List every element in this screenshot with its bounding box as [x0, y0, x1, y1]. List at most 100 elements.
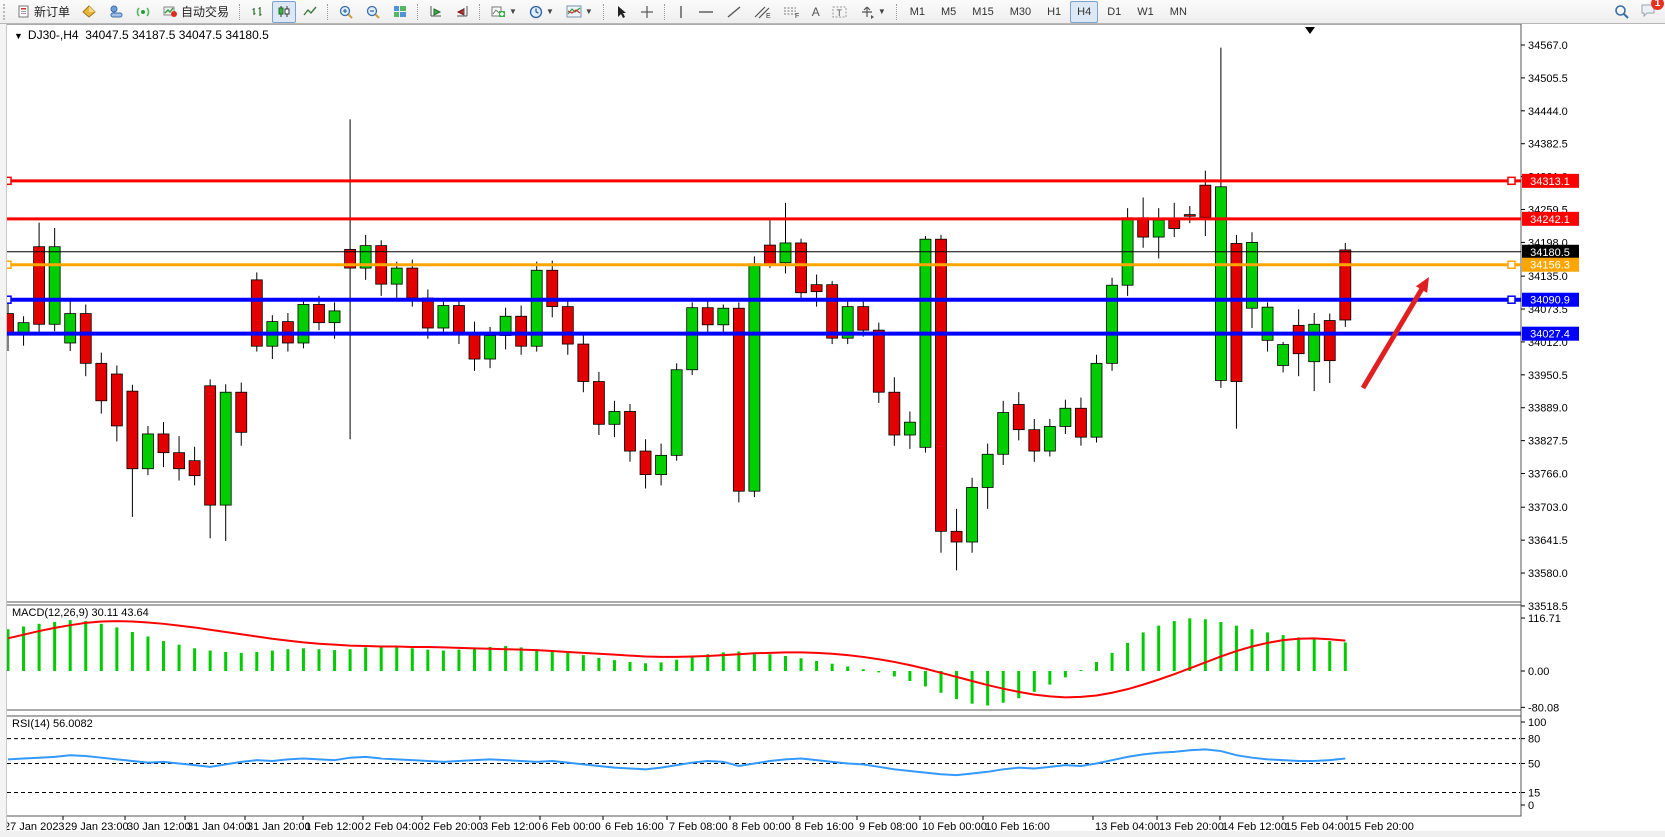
- notification-badge: 1: [1651, 0, 1664, 10]
- hline-handle-right[interactable]: [1507, 295, 1516, 304]
- trendline-button[interactable]: [721, 1, 747, 23]
- data-window-button[interactable]: [104, 1, 129, 23]
- trend-arrow-annotation[interactable]: [1360, 277, 1429, 390]
- shapes-dropdown[interactable]: ▼: [855, 1, 891, 23]
- arrow-head[interactable]: [1415, 277, 1429, 293]
- zoom-in-button[interactable]: [334, 1, 359, 23]
- macd-hist-bar: [1017, 671, 1021, 699]
- candle-body: [79, 313, 92, 364]
- horizontal-line-button[interactable]: [693, 1, 719, 23]
- arrow-shaft[interactable]: [1360, 285, 1426, 390]
- time-tick-label: 10 Feb 00:00: [922, 821, 987, 833]
- bar-chart-button[interactable]: [246, 1, 270, 23]
- tf-d1-button[interactable]: D1: [1100, 1, 1128, 23]
- candle-body: [1075, 407, 1087, 438]
- text-label-button[interactable]: T: [827, 1, 853, 23]
- signal-icon: [136, 5, 151, 18]
- line-chart-button[interactable]: [298, 1, 322, 23]
- chat-button[interactable]: 1: [1640, 0, 1664, 21]
- chart-shift-button[interactable]: [450, 1, 474, 23]
- macd-hist-bar: [364, 647, 368, 671]
- macd-hist-bar: [301, 648, 305, 671]
- chart-shift-marker[interactable]: [1305, 27, 1315, 34]
- tile-windows-button[interactable]: [388, 1, 412, 23]
- tf-m1-button[interactable]: M1: [903, 1, 932, 23]
- hline-handle-right[interactable]: [1507, 176, 1516, 186]
- hline-34313.1[interactable]: 34313.1: [3, 173, 1579, 188]
- candle-body: [437, 305, 450, 329]
- periods-dropdown[interactable]: ▼: [524, 1, 559, 23]
- new-chart-icon: [491, 5, 506, 18]
- price-tick-label: 33580.0: [1528, 568, 1568, 580]
- collapse-triangle-icon: ▼: [14, 31, 23, 41]
- candle-body: [857, 306, 870, 331]
- candle-body: [219, 391, 232, 506]
- indicators-dropdown[interactable]: ▼: [561, 1, 598, 23]
- equidistant-channel-button[interactable]: E: [749, 1, 776, 23]
- candle-body: [872, 329, 885, 393]
- hline-34242.1[interactable]: 34242.1: [6, 211, 1579, 226]
- macd-indicator-label: MACD(12,26,9) 30.11 43.64: [12, 607, 149, 619]
- candle-body: [297, 304, 310, 344]
- tf-w1-button[interactable]: W1: [1130, 1, 1161, 23]
- price-label-text: 34180.5: [1530, 247, 1570, 259]
- macd-hist-bar: [799, 658, 803, 671]
- candle-body: [1028, 429, 1041, 452]
- hline-34090.9[interactable]: 34090.9: [3, 292, 1579, 307]
- quotes-button[interactable]: [77, 1, 102, 23]
- macd-hist-bar: [488, 646, 492, 671]
- price-label-box: [1522, 211, 1579, 226]
- hline-34027.4[interactable]: 34027.4: [6, 326, 1579, 341]
- macd-hist-bar: [1188, 618, 1192, 671]
- candle-body: [173, 452, 185, 470]
- price-tick-label: 33766.0: [1528, 469, 1568, 481]
- tf-m5-button[interactable]: M5: [934, 1, 963, 23]
- tf-mn-button[interactable]: MN: [1163, 1, 1194, 23]
- macd-hist-bar: [612, 660, 616, 671]
- price-tick-label: 33703.0: [1528, 502, 1568, 514]
- cursor-button[interactable]: [610, 1, 633, 23]
- vertical-line-button[interactable]: [671, 1, 691, 23]
- toolbar-grip[interactable]: [3, 3, 9, 20]
- search-icon[interactable]: [1614, 4, 1630, 20]
- chart-title[interactable]: ▼ DJ30-,H4 34047.5 34187.5 34047.5 34180.…: [14, 28, 269, 42]
- candle-body: [48, 246, 61, 325]
- hline-34156.3[interactable]: 34156.3: [3, 257, 1579, 272]
- macd-hist-bar: [659, 662, 663, 671]
- equidistant-channel-icon: E: [754, 5, 771, 20]
- time-tick-label: 8 Feb 16:00: [795, 821, 854, 833]
- trendline-icon: [726, 5, 742, 19]
- candle-body: [1215, 186, 1227, 381]
- tf-h1-button[interactable]: H1: [1040, 1, 1068, 23]
- macd-hist-bar: [1203, 619, 1207, 671]
- rsi-tick-label: 0: [1528, 800, 1534, 812]
- candle-body: [359, 245, 372, 269]
- zoom-out-button[interactable]: [361, 1, 386, 23]
- fibonacci-button[interactable]: F: [778, 1, 805, 23]
- autotrade-button[interactable]: 自动交易: [158, 1, 234, 23]
- separator: [602, 3, 605, 20]
- crosshair-button[interactable]: [635, 1, 659, 23]
- new-order-button[interactable]: 新订单: [13, 1, 75, 23]
- text-button[interactable]: A: [807, 1, 825, 23]
- candle-body: [344, 248, 357, 269]
- auto-scroll-button[interactable]: [424, 1, 448, 23]
- hline-34180.5[interactable]: 34180.5: [6, 244, 1579, 259]
- candlestick-chart-button[interactable]: [272, 0, 297, 23]
- time-tick-label: 6 Feb 16:00: [605, 821, 664, 833]
- rsi-tick-label: 80: [1528, 734, 1540, 746]
- new-chart-dropdown[interactable]: ▼: [486, 1, 522, 23]
- price-tick-label: 34567.0: [1528, 40, 1568, 52]
- tf-label: H4: [1077, 5, 1092, 18]
- price-label-box: [1522, 257, 1579, 272]
- navigator-button[interactable]: [131, 1, 156, 23]
- macd-hist-bar: [224, 651, 228, 671]
- tf-m30-button[interactable]: M30: [1003, 1, 1038, 23]
- hline-handle-right[interactable]: [1507, 260, 1516, 269]
- tf-h4-button[interactable]: H4: [1070, 0, 1099, 23]
- macd-hist-bar: [333, 650, 337, 671]
- data-window-icon: [109, 5, 124, 18]
- tf-m15-button[interactable]: M15: [965, 1, 1000, 23]
